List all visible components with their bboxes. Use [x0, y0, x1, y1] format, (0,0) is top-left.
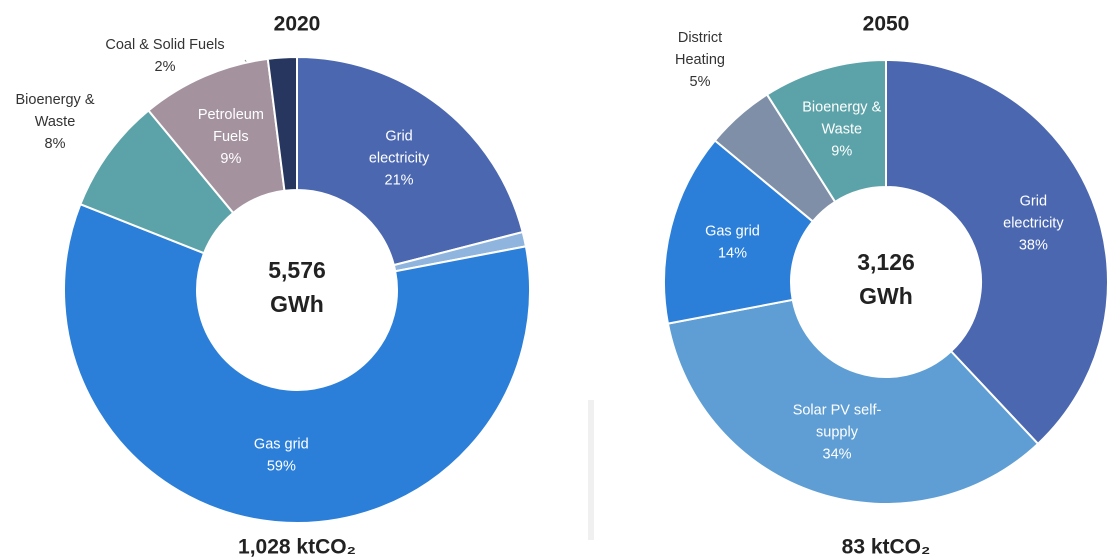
center-value: 5,576 — [268, 257, 326, 283]
segment-label: Waste — [821, 122, 862, 138]
donut-segment — [885, 58, 1109, 446]
donut-segment — [63, 202, 531, 524]
segment-label: 5% — [690, 74, 711, 90]
segment-label: Bioenergy & — [16, 92, 95, 108]
footer: 1,028 ktCO₂ — [238, 536, 356, 559]
footer: 83 ktCO₂ — [842, 536, 931, 559]
segment-label: 21% — [385, 172, 414, 188]
donut-segment — [666, 298, 1040, 505]
segment-label: 34% — [823, 447, 852, 463]
segment-label: Heating — [675, 52, 725, 68]
chart-title: 2050 — [863, 13, 910, 36]
segment-label: Gas grid — [705, 223, 760, 239]
segment-label: 38% — [1019, 237, 1048, 253]
donut-segment — [266, 55, 298, 192]
divider — [588, 400, 594, 540]
center-unit: GWh — [270, 291, 324, 317]
center-unit: GWh — [859, 283, 913, 309]
segment-label: Bioenergy & — [802, 100, 881, 116]
segment-label: Grid — [385, 128, 412, 144]
segment-label: 14% — [718, 245, 747, 261]
segment-label: electricity — [369, 150, 430, 166]
segment-label: supply — [816, 425, 859, 441]
segment-label: Gas grid — [254, 437, 309, 453]
segment-label: electricity — [1003, 215, 1064, 231]
segment-label: Solar PV self- — [793, 403, 882, 419]
segment-label: 2% — [155, 59, 176, 75]
segment-label: District — [678, 30, 722, 46]
segment-label: 9% — [831, 144, 852, 160]
segment-label: Waste — [35, 114, 76, 130]
donut-segment — [663, 139, 815, 325]
donut-segment — [765, 58, 887, 204]
segment-label: 59% — [267, 459, 296, 475]
segment-label: Coal & Solid Fuels — [105, 37, 224, 53]
segment-label: 9% — [220, 151, 241, 167]
segment-label: Fuels — [213, 129, 248, 145]
segment-label: 8% — [45, 136, 66, 152]
segment-label: Petroleum — [198, 107, 264, 123]
segment-label: Grid — [1020, 193, 1047, 209]
center-value: 3,126 — [857, 249, 915, 275]
chart-title: 2020 — [274, 13, 321, 36]
donut-segment — [296, 55, 524, 267]
